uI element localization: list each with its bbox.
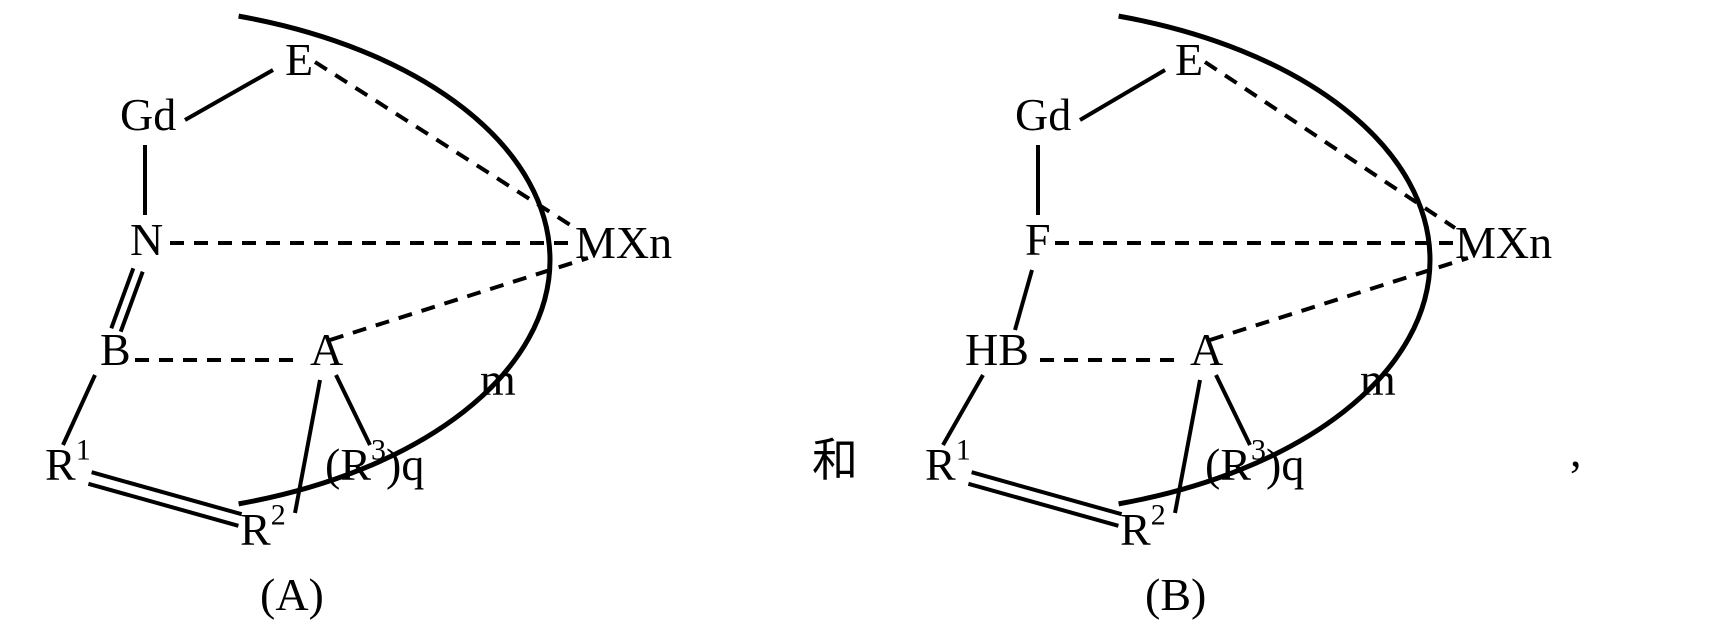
structure-panel-b: Gd E F HB A MXn R1 R2 (R3)q m (B) — [910, 0, 1610, 637]
svg-text:(R3)q: (R3)q — [1205, 433, 1304, 490]
svg-text:(B): (B) — [1145, 569, 1206, 620]
svg-text:N: N — [130, 214, 163, 265]
structure-svg-b: Gd E F HB A MXn R1 R2 (R3)q m (B) — [910, 0, 1610, 637]
svg-text:HB: HB — [965, 324, 1029, 375]
svg-text:B: B — [100, 324, 131, 375]
svg-text:MXn: MXn — [575, 217, 672, 268]
structure-panel-a: Gd E N B A MXn R1 R2 (R3)q m (A) — [30, 0, 730, 637]
svg-text:A: A — [1190, 324, 1223, 375]
svg-text:A: A — [310, 324, 343, 375]
svg-text:R2: R2 — [1120, 498, 1166, 555]
svg-text:m: m — [1360, 354, 1396, 405]
svg-text:R1: R1 — [925, 433, 971, 490]
svg-text:(A): (A) — [260, 569, 324, 620]
svg-text:E: E — [1175, 34, 1203, 85]
svg-text:MXn: MXn — [1455, 217, 1552, 268]
svg-text:R1: R1 — [45, 433, 91, 490]
svg-text:R2: R2 — [240, 498, 286, 555]
svg-text:F: F — [1025, 214, 1051, 265]
svg-text:Gd: Gd — [120, 89, 176, 140]
trailing-punct: , — [1570, 424, 1582, 477]
svg-text:Gd: Gd — [1015, 89, 1071, 140]
diagram-container: Gd E N B A MXn R1 R2 (R3)q m (A) Gd E F HB A MXn R1 R2 (R3… — [0, 0, 1720, 637]
svg-text:E: E — [285, 34, 313, 85]
connector-text: 和 — [812, 424, 858, 490]
svg-text:(R3)q: (R3)q — [325, 433, 424, 490]
structure-svg-a: Gd E N B A MXn R1 R2 (R3)q m (A) — [30, 0, 730, 637]
svg-text:m: m — [480, 354, 516, 405]
